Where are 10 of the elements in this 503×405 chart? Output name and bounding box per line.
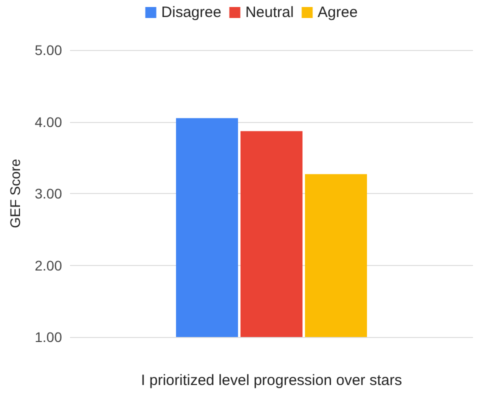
legend-label: Neutral xyxy=(245,4,294,21)
y-tick-label: 2.00 xyxy=(34,257,62,274)
y-axis-title: GEF Score xyxy=(7,158,23,228)
x-tick-label: I prioritized level progression over stars xyxy=(141,372,402,389)
y-tick-label: 3.00 xyxy=(34,186,62,202)
legend-label: Disagree xyxy=(161,4,222,21)
legend-label: Agree xyxy=(318,4,358,21)
y-tick-label: 4.00 xyxy=(34,114,62,130)
y-tick-label: 5.00 xyxy=(34,42,62,58)
y-tick-label: 1.00 xyxy=(34,329,62,345)
